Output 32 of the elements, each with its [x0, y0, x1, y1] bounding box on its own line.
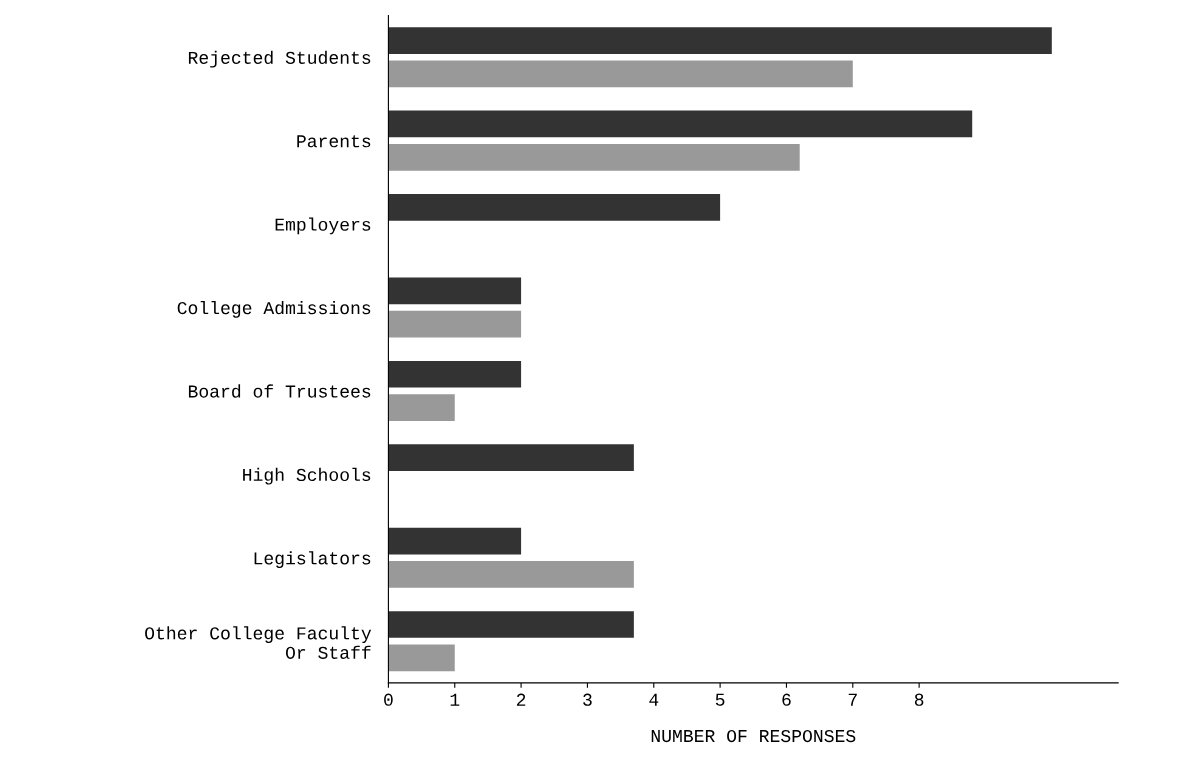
bar — [388, 310, 522, 338]
bar — [388, 444, 634, 471]
x-tick-label: 2 — [516, 693, 526, 706]
x-tick-label: 0 — [384, 693, 393, 706]
x-tick-label: 3 — [583, 693, 592, 706]
x-tick-label: 1 — [450, 693, 460, 706]
y-tick-label: Employers — [275, 217, 371, 235]
bar — [388, 527, 522, 555]
x-axis-title: NUMBER OF RESPONSES — [651, 729, 856, 743]
bar — [388, 60, 853, 88]
bar — [388, 143, 800, 171]
bar — [388, 277, 522, 305]
bar — [388, 561, 634, 588]
y-tick-label: Legislators — [254, 551, 371, 569]
y-tick-label: Rejected Students — [188, 50, 371, 68]
x-tick-label: 6 — [782, 693, 791, 706]
bar — [388, 644, 455, 672]
bar — [388, 110, 973, 138]
y-tick-label: College Admissions — [177, 300, 371, 318]
x-tick-label: 7 — [848, 693, 857, 706]
y-tick-label: Other College Faculty Or Staff — [145, 626, 372, 659]
x-tick-label: 5 — [715, 693, 725, 706]
y-tick-label: High Schools — [243, 467, 371, 485]
x-tick-label: 4 — [649, 693, 659, 706]
y-tick-label: Parents — [297, 135, 371, 148]
bar — [388, 27, 1052, 54]
x-tick-label: 8 — [914, 693, 924, 706]
bar — [388, 194, 721, 221]
bar — [388, 394, 455, 421]
bar — [388, 611, 634, 638]
bar — [388, 360, 522, 388]
y-tick-label: Board of Trustees — [188, 384, 371, 398]
